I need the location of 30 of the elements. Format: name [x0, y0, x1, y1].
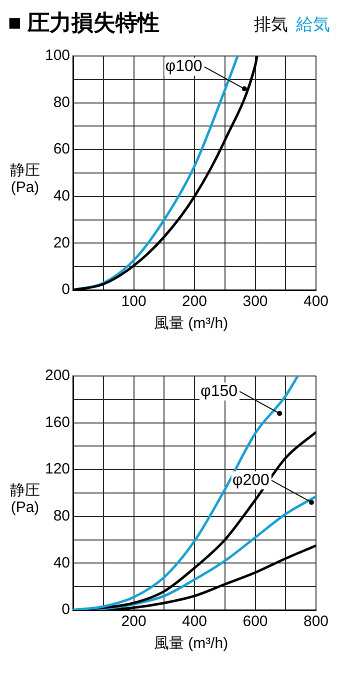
- y-tick-label: 0: [62, 601, 70, 618]
- x-axis-title: 風量 (m³/h): [152, 314, 230, 334]
- x-axis-title: 風量 (m³/h): [152, 634, 230, 654]
- annotation: φ200: [232, 472, 270, 489]
- y-tick-label: 0: [62, 281, 70, 298]
- y-tick-label: 120: [44, 460, 70, 478]
- x-tick-label: 400: [303, 293, 329, 310]
- y-tick-label: 100: [44, 47, 70, 64]
- y-tick-label: 80: [53, 94, 70, 111]
- y-axis-title: 静圧(Pa): [9, 162, 41, 196]
- y-tick-label: 200: [44, 367, 70, 384]
- annotation: φ100: [165, 58, 202, 76]
- x-tick-label: 200: [182, 293, 208, 310]
- y-axis-title: 静圧(Pa): [9, 482, 41, 516]
- y-tick-label: 80: [53, 508, 70, 525]
- chart-title: ■ 圧力損失特性: [8, 9, 160, 37]
- annotation: φ150: [200, 382, 238, 400]
- x-tick-label: 800: [303, 613, 329, 630]
- x-tick-label: 200: [121, 613, 146, 630]
- x-tick-label: 600: [242, 613, 268, 630]
- x-tick-label: 100: [121, 293, 146, 310]
- x-tick-label: 300: [242, 293, 268, 310]
- y-tick-label: 160: [44, 414, 70, 431]
- y-tick-label: 40: [53, 554, 70, 572]
- y-tick-label: 20: [53, 234, 70, 252]
- y-tick-label: 40: [53, 188, 70, 205]
- y-tick-label: 60: [53, 140, 70, 158]
- series-label: 排気: [254, 15, 288, 34]
- text: 給気: [296, 15, 330, 34]
- x-tick-label: 400: [182, 613, 208, 630]
